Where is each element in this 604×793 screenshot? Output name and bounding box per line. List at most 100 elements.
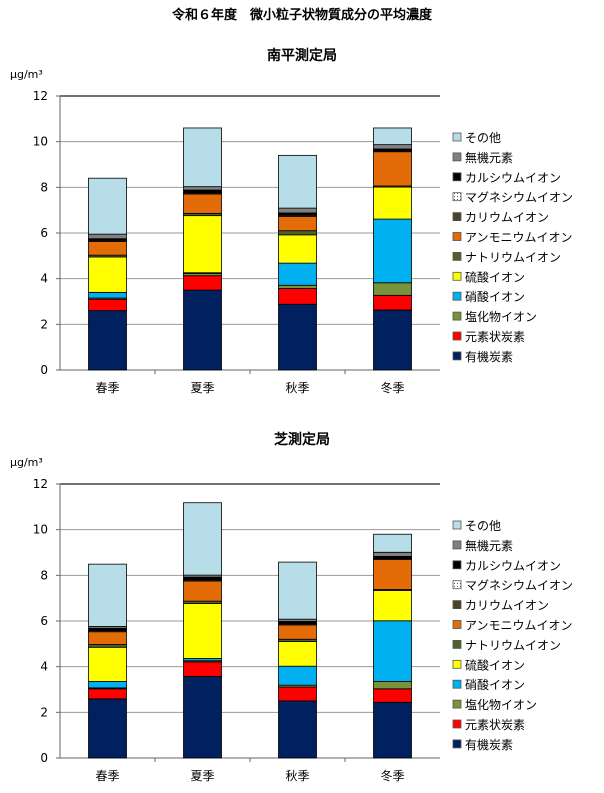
x-tick-label: 冬季: [380, 768, 404, 783]
bar-segment: [183, 502, 222, 576]
bar-segment: [278, 624, 317, 640]
bar-segment: [183, 661, 222, 677]
legend-label: マグネシウムイオン: [465, 579, 573, 593]
x-tick-label: 春季: [95, 769, 119, 783]
bar-segment: [278, 154, 317, 209]
legend-label: 無機元素: [465, 538, 513, 553]
legend-swatch: [452, 232, 462, 241]
y-tick-label: 6: [40, 614, 48, 628]
bar-segment: [278, 303, 317, 371]
bar-segment: [183, 603, 222, 659]
legend-swatch: [452, 540, 462, 550]
bar-segment: [373, 688, 412, 703]
bar-segment: [278, 284, 317, 289]
bar-segment: [278, 288, 317, 305]
bar-segment: [373, 551, 412, 557]
legend-label: 有機炭素: [465, 349, 513, 364]
bar-segment: [373, 681, 412, 690]
legend-swatch: [452, 640, 462, 649]
y-tick-label: 12: [33, 89, 48, 103]
legend-swatch: [452, 560, 462, 570]
legend-label: カルシウムイオン: [465, 171, 561, 185]
legend-swatch: [452, 659, 462, 669]
legend-label: マグネシウムイオン: [465, 191, 573, 205]
legend-label: 元素状炭素: [465, 330, 525, 344]
bar-segment: [278, 641, 317, 667]
legend-swatch: [452, 351, 462, 361]
legend-label: 元素状炭素: [465, 718, 525, 732]
bar-segment: [373, 218, 412, 284]
legend-label: 硝酸イオン: [465, 677, 525, 692]
legend-label: その他: [465, 519, 501, 533]
bar-segment: [88, 563, 127, 627]
bar-segment: [278, 234, 317, 264]
bar-segment: [88, 291, 127, 299]
bar-segment: [183, 275, 222, 291]
bar-segment: [183, 676, 222, 759]
bar-segment: [373, 151, 412, 187]
legend-swatch: [452, 331, 462, 341]
legend-label: 塩化物イオン: [465, 309, 537, 324]
legend-swatch: [452, 192, 462, 202]
bar-segment: [278, 207, 317, 214]
chart-title: 芝測定局: [274, 431, 330, 448]
legend-label: その他: [465, 131, 501, 145]
bar-segment: [88, 688, 127, 700]
y-tick-label: 2: [40, 317, 48, 331]
bar-segment: [88, 298, 127, 312]
legend-swatch: [452, 291, 462, 301]
legend-swatch: [452, 679, 462, 689]
bar-segment: [88, 233, 127, 240]
legend-label: 塩化物イオン: [465, 697, 537, 712]
bar-segment: [183, 289, 222, 371]
y-tick-label: 4: [40, 272, 48, 286]
y-tick-label: 10: [33, 135, 48, 149]
y-tick-label: 10: [33, 523, 48, 537]
y-tick-label: 8: [40, 180, 48, 194]
legend-label: 有機炭素: [465, 737, 513, 752]
bar-segment: [88, 177, 127, 235]
legend-label: カリウムイオン: [465, 599, 549, 613]
bar-segment: [88, 310, 127, 371]
bar-segment: [88, 241, 127, 256]
legend-label: カルシウムイオン: [465, 559, 561, 573]
y-tick-label: 0: [40, 751, 48, 765]
legend-swatch: [452, 580, 462, 590]
bar-segment: [373, 309, 412, 371]
y-tick-label: 8: [40, 568, 48, 582]
bar-segment: [183, 127, 222, 188]
legend-swatch: [452, 600, 462, 609]
bar-segment: [278, 686, 317, 702]
legend-label: ナトリウムイオン: [465, 250, 561, 264]
chart-minamidaira: 南平測定局 μg/m³ 0 2 4 6 8 10 12 春季 夏季 秋季 冬季 その他無機元素カルシウムイ…: [10, 47, 573, 395]
bar-segment: [373, 282, 412, 296]
bar-segment: [373, 701, 412, 759]
y-tick-label: 2: [40, 705, 48, 719]
bar-segment: [278, 230, 317, 236]
legend-swatch: [452, 251, 462, 261]
legend-swatch: [452, 152, 462, 162]
x-tick-label: 冬季: [380, 380, 404, 395]
legend-swatch: [452, 271, 462, 281]
bar-segment: [373, 590, 412, 622]
legend-swatch: [452, 311, 462, 321]
legend-label: 硝酸イオン: [465, 289, 525, 304]
bar-segment: [183, 580, 222, 602]
legend-swatch: [452, 172, 462, 182]
legend-label: カリウムイオン: [465, 211, 549, 225]
bar-segment: [183, 193, 222, 214]
bar-segment: [373, 558, 412, 590]
y-tick-label: 4: [40, 660, 48, 674]
chart-shiba: 芝測定局 μg/m³ 0 2 4 6 8 10 12 春季 夏季 秋季 冬季 その他無機元素カルシウムイオ…: [10, 431, 573, 783]
legend-label: アンモニウムイオン: [465, 619, 573, 633]
bar-segment: [278, 665, 317, 686]
x-tick-label: 秋季: [285, 381, 309, 395]
legend-swatch: [452, 212, 462, 222]
bar-segment: [373, 294, 412, 311]
figure-title: 令和６年度 微小粒子状物質成分の平均濃度: [172, 7, 433, 23]
bar-segment: [88, 698, 127, 759]
y-tick-label: 0: [40, 363, 48, 377]
legend-label: ナトリウムイオン: [465, 638, 561, 652]
legend-swatch: [452, 719, 462, 729]
